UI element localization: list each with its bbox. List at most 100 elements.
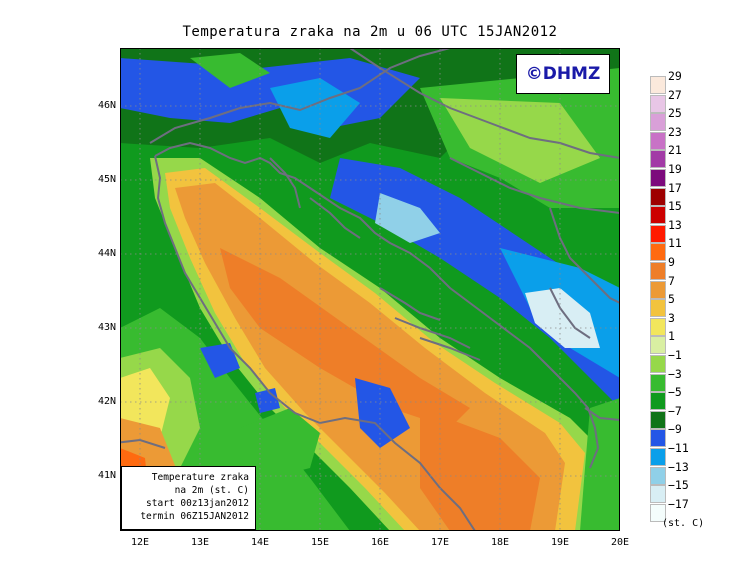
field-blue-spot <box>255 388 280 413</box>
colorbar-label: 21 <box>668 143 682 158</box>
graticule <box>120 48 620 531</box>
lon-tick-20e: 20E <box>610 537 630 548</box>
colorbar-label: 19 <box>668 162 682 176</box>
colorbar-swatch <box>650 94 666 113</box>
colorbar-label: −3 <box>668 366 682 381</box>
colorbar-label: 5 <box>668 292 675 307</box>
lat-tick-46n: 46N <box>97 100 116 111</box>
lat-tick-42n: 42N <box>97 396 116 407</box>
colorbar-swatch <box>650 373 666 392</box>
colorbar-swatch <box>650 206 666 225</box>
colorbar-label: −1 <box>668 348 682 362</box>
field-cold-patch <box>375 193 440 243</box>
colorbar-swatch <box>650 317 666 336</box>
dhmz-logo: ©DHMZ <box>516 54 610 94</box>
colorbar-swatch <box>650 299 666 318</box>
map-canvas <box>120 48 620 531</box>
info-line-3: start 00z13jan2012 <box>146 498 249 509</box>
lon-tick-14e: 14E <box>250 537 270 548</box>
colorbar-swatch <box>650 76 666 94</box>
colorbar-label: −5 <box>668 385 682 400</box>
field-albania-green <box>580 398 620 531</box>
colorbar-swatch <box>650 466 666 485</box>
chart-title: Temperatura zraka na 2m u 06 UTC 15JAN20… <box>182 24 558 40</box>
map-frame <box>120 48 620 531</box>
islands-north <box>309 197 361 239</box>
field-gargano <box>240 408 320 478</box>
temperature-map <box>120 48 620 531</box>
colorbar-label: 11 <box>668 236 682 251</box>
colorbar-label: 25 <box>668 106 682 121</box>
lat-tick-45n: 45N <box>97 174 116 185</box>
istria <box>269 157 301 209</box>
colorbar-label: −11 <box>668 441 689 455</box>
lon-tick-12e: 12E <box>130 537 150 548</box>
colorbar-label: 1 <box>668 329 675 344</box>
colorbar-swatch <box>650 336 666 355</box>
field-alps-green <box>190 53 270 88</box>
islands-south <box>419 337 481 361</box>
border-serbia <box>549 207 620 304</box>
colorbar-swatch <box>650 448 666 466</box>
colorbar-label: 17 <box>668 180 682 195</box>
colorbar-swatch <box>650 224 666 243</box>
colorbar-swatch <box>650 169 666 187</box>
colorbar-swatch <box>650 187 666 206</box>
colorbar-label: −15 <box>668 478 689 493</box>
lat-tick-44n: 44N <box>97 248 116 259</box>
field-alps-cyan <box>270 78 360 138</box>
border-bosnia-north <box>449 157 620 214</box>
colorbar-swatch <box>650 485 666 504</box>
border-alps <box>149 48 451 144</box>
field-islands-blue <box>355 378 410 448</box>
colorbar-swatch <box>650 243 666 262</box>
colorbar-label: −9 <box>668 422 682 437</box>
lon-tick-13e: 13E <box>190 537 210 548</box>
colorbar-swatch <box>650 410 666 429</box>
field-abruzzo-blue <box>200 343 240 378</box>
lon-tick-19e: 19E <box>550 537 570 548</box>
lat-tick-41n: 41N <box>97 470 116 481</box>
colorbar-swatch <box>650 429 666 448</box>
info-line-1: Temperature zraka <box>151 472 249 483</box>
coast-tyrrhenian <box>120 438 166 449</box>
coastlines <box>120 48 620 531</box>
lon-tick-16e: 16E <box>370 537 390 548</box>
lat-tick-43n: 43N <box>97 322 116 333</box>
islands-mid-b <box>394 317 471 349</box>
colorbar-swatch <box>650 280 666 299</box>
colorbar-label: −17 <box>668 496 689 511</box>
info-line-4: termin 06Z15JAN2012 <box>140 511 249 522</box>
colorbar-label: 15 <box>668 199 682 214</box>
colorbar-label: −7 <box>668 403 682 418</box>
colorbar-label: 7 <box>668 273 675 288</box>
colorbar-swatch <box>650 503 666 522</box>
colorbar-swatch <box>650 131 666 150</box>
colorbar-label: −13 <box>668 459 689 474</box>
border-hungary <box>349 48 620 159</box>
colorbar-label: 29 <box>668 69 682 83</box>
islands-mid-a <box>379 287 441 321</box>
lon-tick-18e: 18E <box>490 537 510 548</box>
colorbar-label: 23 <box>668 124 682 139</box>
border-montenegro <box>549 287 591 339</box>
colorbar-swatch <box>650 262 666 280</box>
colorbar-swatch <box>650 355 666 373</box>
coast-east-adriatic <box>154 141 600 469</box>
field-sea-south <box>420 408 540 531</box>
lon-tick-17e: 17E <box>430 537 450 548</box>
colorbar-swatch <box>650 150 666 169</box>
coast-italy <box>154 155 476 531</box>
info-line-2: na 2m (st. C) <box>174 485 249 496</box>
colorbar-label: 3 <box>668 310 675 325</box>
border-albania <box>584 407 620 421</box>
lon-tick-15e: 15E <box>310 537 330 548</box>
colorbar-swatch <box>650 392 666 411</box>
colorbar-swatch <box>650 113 666 132</box>
colorbar-label: 27 <box>668 87 682 102</box>
field-sea-warm <box>220 248 470 428</box>
colorbar-units: (st. C) <box>662 518 705 529</box>
info-box: Temperature zraka na 2m (st. C) start 00… <box>121 466 256 530</box>
colorbar-label: 9 <box>668 255 675 269</box>
colorbar-label: 13 <box>668 217 682 232</box>
